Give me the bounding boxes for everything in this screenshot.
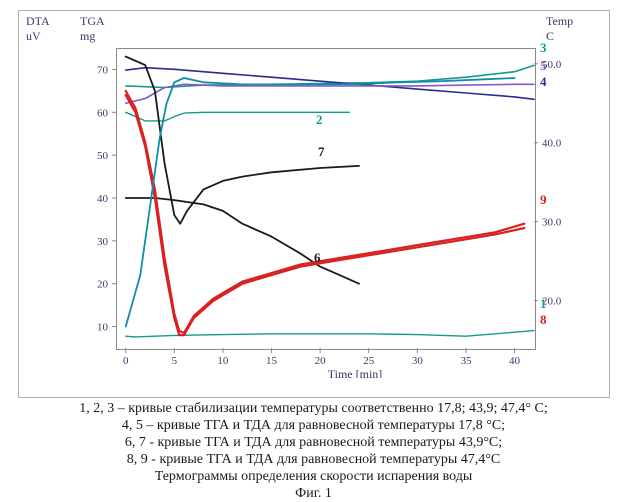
y-right-line1: Temp (546, 14, 573, 28)
svg-text:20: 20 (315, 355, 327, 367)
caption-line-5: Фиг. 1 (0, 485, 627, 502)
caption-line-2: 6, 7 - кривые ТГА и ТДА для равновесной … (0, 434, 627, 451)
svg-text:40.0: 40.0 (542, 138, 562, 150)
svg-text:0: 0 (123, 355, 129, 367)
svg-text:70: 70 (97, 64, 109, 76)
chart-area: DTAuV TGAmg TempC 0510152025303540Time [… (56, 28, 578, 378)
series-label-7: 7 (318, 144, 325, 159)
svg-text:20: 20 (97, 279, 109, 291)
svg-text:5: 5 (172, 355, 178, 367)
caption-line-0: 1, 2, 3 – кривые стабилизации температур… (0, 400, 627, 417)
svg-text:25: 25 (363, 355, 375, 367)
series-label-4: 4 (540, 74, 547, 89)
caption-line-4: Термограммы определения скорости испарен… (0, 468, 627, 485)
series-label-8: 8 (540, 312, 547, 327)
y-mid-line1: TGA (80, 14, 105, 28)
svg-text:15: 15 (266, 355, 278, 367)
caption-line-3: 8, 9 - кривые ТГА и ТДА для равновесной … (0, 451, 627, 468)
svg-text:30: 30 (97, 236, 109, 248)
series-label-9: 9 (540, 192, 547, 207)
figure-caption: 1, 2, 3 – кривые стабилизации температур… (0, 400, 627, 502)
svg-text:40: 40 (97, 193, 109, 205)
series-label-1: 1 (540, 296, 547, 311)
y-left-line1: DTA (26, 14, 50, 28)
svg-text:60: 60 (97, 107, 109, 119)
svg-text:30: 30 (412, 355, 424, 367)
svg-text:40: 40 (509, 355, 520, 367)
svg-text:30.0: 30.0 (542, 217, 562, 229)
series-label-2: 2 (316, 112, 323, 127)
caption-line-1: 4, 5 – кривые ТГА и ТДА для равновесной … (0, 417, 627, 434)
series-label-3: 3 (540, 40, 547, 55)
svg-text:10: 10 (217, 355, 229, 367)
chart-svg: 0510152025303540Time [min]-100.00-200.00… (56, 28, 578, 378)
svg-text:35: 35 (460, 355, 472, 367)
svg-text:50: 50 (97, 150, 109, 162)
series-label-6: 6 (314, 250, 321, 265)
y-left-line2: uV (26, 29, 41, 43)
series-label-5: 5 (540, 58, 547, 73)
page-root: { "figure": { "outer_frame": { "x": 18, … (0, 0, 627, 500)
y-left-title: DTAuV (26, 14, 50, 44)
svg-text:Time [min]: Time [min] (328, 367, 383, 378)
svg-text:10: 10 (97, 322, 109, 334)
